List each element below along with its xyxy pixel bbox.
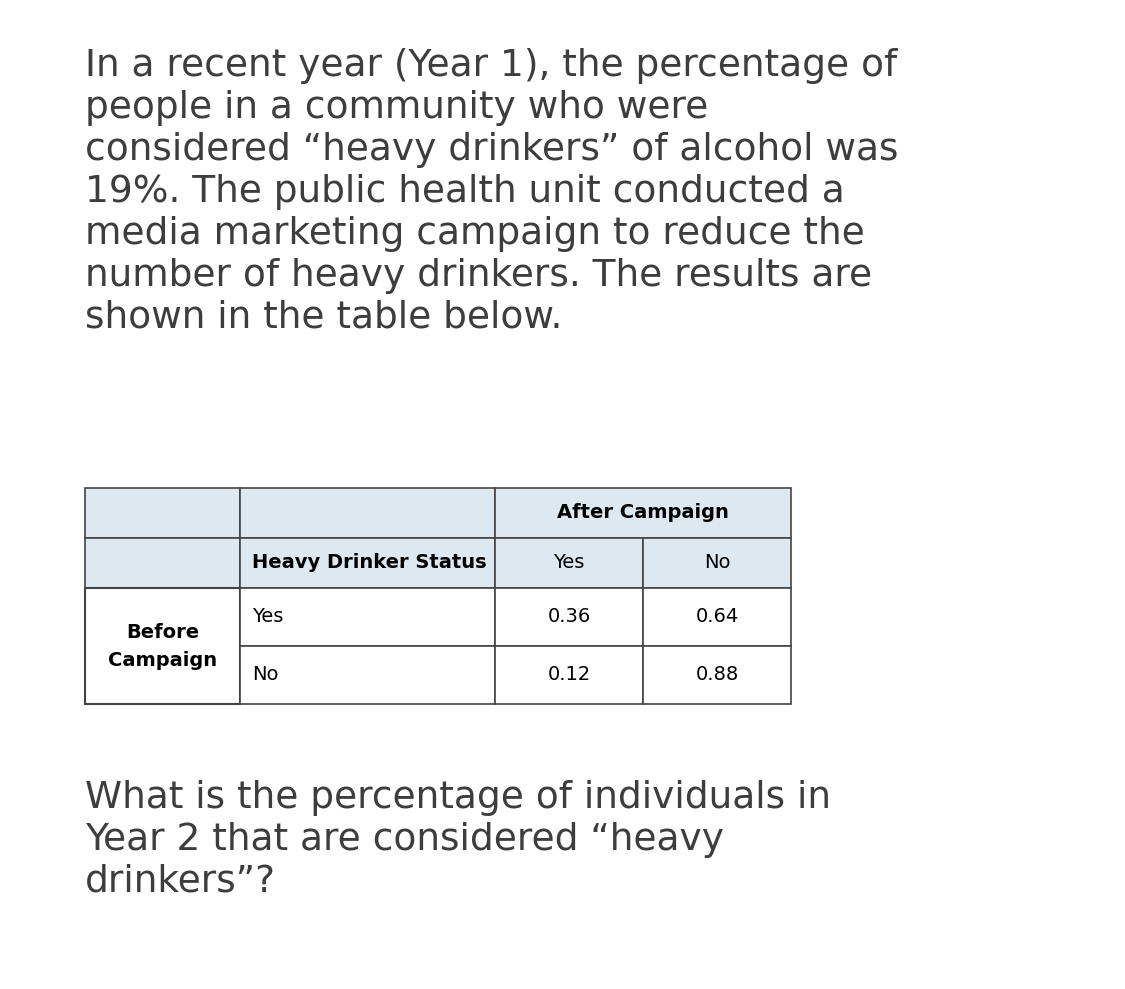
Bar (495, 646, 644, 704)
Text: Yes: Yes (554, 554, 585, 573)
Text: 0.36: 0.36 (548, 607, 591, 626)
Text: Before
Campaign: Before Campaign (108, 622, 217, 670)
Text: What is the percentage of individuals in: What is the percentage of individuals in (86, 780, 831, 816)
Bar (644, 646, 791, 704)
Bar (644, 588, 791, 646)
Bar (240, 588, 495, 646)
Text: 19%. The public health unit conducted a: 19%. The public health unit conducted a (86, 174, 845, 210)
Text: media marketing campaign to reduce the: media marketing campaign to reduce the (86, 216, 865, 252)
Bar (644, 538, 791, 588)
Bar (86, 538, 240, 588)
Bar (86, 488, 240, 538)
Text: After Campaign: After Campaign (557, 503, 729, 522)
Text: 0.12: 0.12 (548, 666, 591, 684)
Bar (495, 588, 644, 646)
Text: shown in the table below.: shown in the table below. (86, 300, 562, 336)
Text: people in a community who were: people in a community who were (86, 90, 709, 126)
Text: 0.64: 0.64 (695, 607, 739, 626)
Text: number of heavy drinkers. The results are: number of heavy drinkers. The results ar… (86, 258, 872, 294)
Text: Yes: Yes (252, 607, 284, 626)
Text: considered “heavy drinkers” of alcohol was: considered “heavy drinkers” of alcohol w… (86, 132, 899, 168)
Text: 0.88: 0.88 (695, 666, 739, 684)
Text: drinkers”?: drinkers”? (86, 864, 276, 900)
Bar (495, 488, 791, 538)
Bar (240, 646, 495, 704)
Bar (240, 488, 495, 538)
Bar (495, 538, 644, 588)
Bar (86, 588, 240, 704)
Text: No: No (704, 554, 730, 573)
Text: In a recent year (Year 1), the percentage of: In a recent year (Year 1), the percentag… (86, 48, 898, 84)
Text: Heavy Drinker Status: Heavy Drinker Status (252, 554, 487, 573)
Text: No: No (252, 666, 279, 684)
Bar (240, 538, 495, 588)
Text: Year 2 that are considered “heavy: Year 2 that are considered “heavy (86, 822, 725, 858)
